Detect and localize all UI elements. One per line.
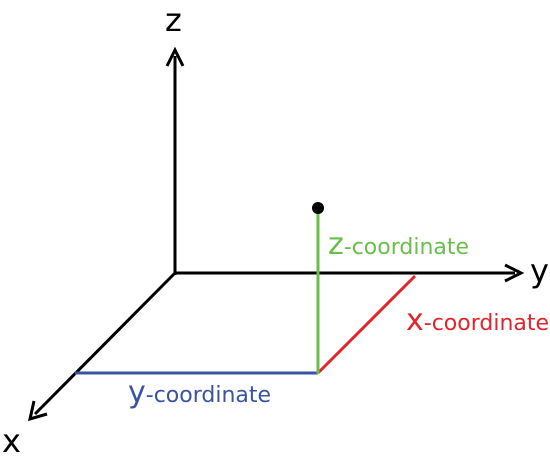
x-coordinate-label: x-coordinate [406,303,549,338]
x-axis-arrowhead [27,400,48,422]
z-coordinate-suffix: -coordinate [344,235,469,260]
x-coordinate-suffix: -coordinate [424,311,549,336]
x-axis-label: x [2,422,21,460]
y-axis-label: y [530,252,549,290]
point-marker [312,202,324,214]
y-axis-arrowhead [504,263,525,283]
y-coordinate-letter: y [128,375,146,410]
y-coordinate-suffix: -coordinate [146,383,271,408]
z-axis-label: z [165,1,182,39]
z-coordinate-letter: z [328,227,344,262]
z-coordinate-label: z-coordinate [328,227,469,262]
x-coordinate-letter: x [406,303,424,338]
y-coordinate-label: y-coordinate [128,375,271,410]
x-coordinate-line [316,274,417,375]
x-axis [33,271,177,416]
z-axis-arrowhead [165,46,185,67]
